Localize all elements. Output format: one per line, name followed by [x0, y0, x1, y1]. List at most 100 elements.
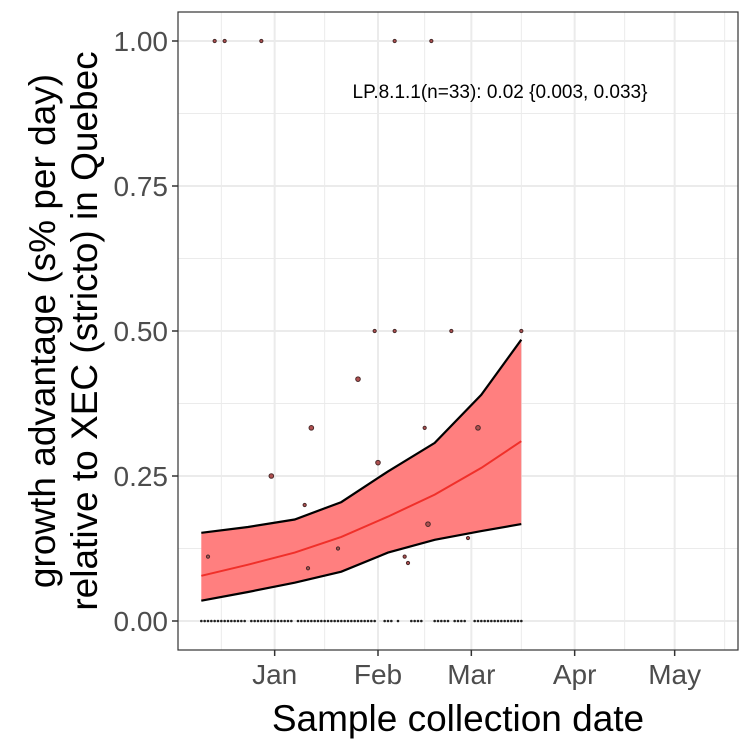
zero-observation-point	[306, 619, 310, 623]
observation-point	[335, 546, 341, 551]
zero-observation-point	[350, 619, 353, 623]
observation-point	[212, 38, 217, 44]
zero-observation-point	[286, 619, 290, 623]
zero-observation-point	[486, 619, 490, 623]
zero-observation-point	[240, 619, 243, 623]
x-tick-label: Jan	[252, 659, 297, 690]
zero-observation-point	[443, 619, 446, 623]
observation-point	[449, 328, 454, 334]
observation-point	[305, 566, 311, 571]
zero-observation-point	[280, 619, 283, 623]
zero-observation-point	[203, 619, 206, 623]
zero-observation-point	[263, 619, 266, 623]
zero-observation-point	[336, 619, 340, 623]
zero-observation-point	[363, 619, 366, 623]
zero-observation-point	[340, 619, 343, 623]
y-axis-title-line-2: relative to XEC (stricto) in Quebec	[64, 51, 105, 610]
observation-point	[222, 38, 227, 44]
zero-observation-point	[283, 619, 286, 623]
fitted-trend-line	[201, 440, 522, 577]
zero-observation-point	[510, 619, 513, 623]
observation-point	[392, 38, 397, 44]
zero-observation-point	[313, 619, 316, 623]
y-tick-label: 0.75	[114, 171, 169, 202]
observation-point	[425, 521, 431, 527]
x-tick-label: May	[648, 659, 701, 690]
zero-observation-point	[420, 619, 423, 623]
zero-observation-point	[226, 619, 230, 623]
zero-observation-point	[480, 619, 483, 623]
confidence-ribbon	[201, 339, 522, 601]
observation-point	[268, 473, 275, 479]
zero-observation-point	[463, 619, 466, 623]
annotation-label: LP.8.1.1(n=33): 0.02 {0.003, 0.033}	[353, 82, 648, 103]
zero-observation-point	[346, 619, 350, 623]
zero-observation-point	[440, 619, 443, 623]
zero-observation-point	[490, 619, 493, 623]
zero-observation-point	[506, 619, 510, 623]
zero-observation-point	[330, 619, 333, 623]
observation-points-layer	[200, 38, 524, 623]
observation-point	[308, 425, 315, 431]
observation-point	[372, 328, 377, 334]
y-tick-label: 0.25	[114, 461, 169, 492]
zero-observation-point	[493, 619, 496, 623]
zero-observation-point	[453, 619, 456, 623]
zero-observation-point	[433, 619, 436, 623]
zero-observation-point	[343, 619, 346, 623]
zero-observation-point	[266, 619, 270, 623]
zero-observation-point	[296, 619, 300, 623]
zero-observation-point	[416, 619, 420, 623]
zero-observation-point	[360, 619, 363, 623]
zero-observation-point	[333, 619, 336, 623]
zero-observation-point	[456, 619, 460, 623]
x-axis-title: Sample collection date	[272, 698, 644, 739]
y-tick-label: 0.50	[114, 316, 169, 347]
observation-point	[405, 560, 411, 566]
axis-ticks-layer: 0.00 0.25 0.50 0.75 1.00 Jan Feb Mar Apr May	[114, 26, 702, 690]
zero-observation-point	[233, 619, 236, 623]
zero-observation-point	[273, 619, 276, 623]
zero-observation-point	[383, 619, 386, 623]
zero-observation-point	[253, 619, 256, 623]
observation-point	[205, 554, 211, 559]
zero-observation-point	[520, 619, 523, 623]
upper-bound-line	[201, 339, 523, 534]
y-tick-label: 0.00	[114, 606, 169, 637]
zero-observation-point	[230, 619, 233, 623]
observation-point	[375, 459, 381, 466]
y-axis-title-line-1: growth advantage (s% per day)	[22, 74, 63, 588]
zero-observation-point	[513, 619, 516, 623]
observation-point	[355, 376, 361, 382]
zero-observation-point	[260, 619, 263, 623]
observation-point	[475, 425, 481, 431]
zero-observation-point	[386, 619, 390, 623]
zero-observation-point	[216, 619, 220, 623]
zero-observation-point	[503, 619, 506, 623]
zero-observation-point	[243, 619, 246, 623]
zero-observation-point	[250, 619, 253, 623]
zero-observation-point	[220, 619, 223, 623]
zero-observation-point	[303, 619, 306, 623]
y-tick-label: 1.00	[114, 26, 169, 57]
zero-observation-point	[213, 619, 216, 623]
observation-point	[429, 38, 434, 44]
observation-point	[302, 502, 307, 508]
x-tick-label: Feb	[354, 659, 402, 690]
x-tick-label: Mar	[447, 659, 495, 690]
observation-point	[259, 38, 264, 44]
zero-observation-point	[223, 619, 226, 623]
zero-observation-point	[410, 619, 413, 623]
zero-observation-point	[200, 619, 203, 623]
observation-point	[519, 328, 524, 334]
zero-observation-point	[276, 619, 280, 623]
observation-point	[465, 535, 471, 541]
zero-observation-point	[496, 619, 500, 623]
zero-observation-point	[323, 619, 326, 623]
zero-observation-point	[460, 619, 463, 623]
zero-observation-point	[473, 619, 476, 623]
zero-observation-point	[320, 619, 323, 623]
zero-observation-point	[413, 619, 416, 623]
zero-observation-point	[373, 619, 376, 623]
